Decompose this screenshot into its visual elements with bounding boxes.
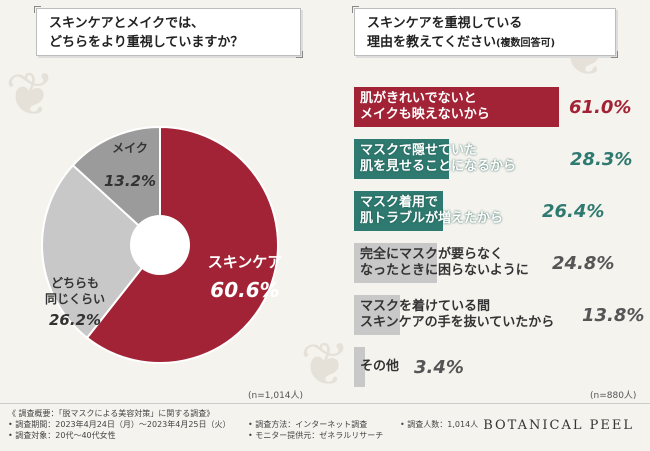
pie-slice-label: どちらも: [51, 276, 99, 290]
bar-value-5: 3.4%: [414, 356, 464, 378]
title-corner-decoration: [611, 51, 618, 58]
right-title-line2: 理由を教えてください: [367, 35, 496, 50]
survey-target: • 調査対象：20代〜40代女性: [8, 431, 116, 440]
right-chart-title: スキンケアを重視している 理由を教えてください(複数回答可): [352, 6, 618, 58]
bar-value-3: 24.8%: [552, 252, 615, 274]
brand-logo: BOTANICAL PEEL: [483, 418, 634, 433]
pie-slice-label: スキンケア: [208, 253, 283, 271]
right-title-line1: スキンケアを重視している: [367, 16, 523, 31]
bar-label-4: マスクを着けている間 スキンケアの手を抜いていたから: [360, 299, 555, 330]
title-corner-decoration: [352, 6, 359, 13]
bar-value-4: 13.8%: [582, 304, 645, 326]
bar-label-3: 完全にマスクが要らなく なったときに困らないように: [360, 247, 529, 278]
left-sample-size: (n=1,014人): [248, 391, 304, 401]
left-title-line1: スキンケアとメイクでは、: [49, 16, 205, 31]
bar-label-5: その他: [360, 359, 400, 374]
bar-label-2: マスク着用で 肌トラブルが増えたから: [360, 195, 504, 226]
survey-provider: • モニター提供元：ゼネラルリサーチ: [248, 431, 384, 440]
bar-2: [354, 191, 443, 231]
pie-slice-value: 60.6%: [210, 278, 279, 302]
left-title-line2: どちらをより重視していますか？: [49, 35, 244, 50]
bar-1: [354, 139, 449, 179]
bar-3: [354, 243, 437, 283]
bar-label-0: 肌がきれいでないと メイクも映えないから: [360, 91, 490, 122]
title-corner-decoration: [296, 51, 303, 58]
pie-slice-label: 同じくらい: [45, 292, 105, 306]
left-chart-title: スキンケアとメイクでは、 どちらをより重視していますか？: [34, 6, 303, 58]
bar-value-1: 28.3%: [570, 148, 633, 170]
bar-5: [354, 347, 365, 387]
pie-slice-value: 26.2%: [49, 311, 101, 329]
right-sample-size: (n=880人): [590, 391, 637, 401]
leaf-decoration-icon: ❦: [5, 60, 56, 130]
pie-slice-value: 13.2%: [104, 172, 156, 190]
leaf-decoration-icon: ❦: [300, 330, 351, 400]
bar-0: [354, 87, 559, 127]
title-corner-decoration: [34, 6, 41, 13]
survey-overview: 《 調査概要：「脱マスクによる美容対策」に関する調査》: [8, 409, 215, 418]
survey-footer: 《 調査概要：「脱マスクによる美容対策」に関する調査》 • 調査期間：2023年…: [0, 403, 650, 451]
pie-slice-1: [41, 163, 162, 340]
bar-value-2: 26.4%: [542, 200, 605, 222]
bar-value-0: 61.0%: [569, 96, 632, 118]
pie-slice-label: メイク: [112, 141, 148, 155]
pie-slice-2: [71, 125, 161, 248]
bar-label-1: マスクで隠せていた 肌を見せることになるから: [360, 143, 517, 174]
survey-period: • 調査期間：2023年4月24日（月）〜2023年4月25日（火）: [8, 420, 231, 429]
bar-4: [354, 295, 400, 335]
right-title-subnote: (複数回答可): [495, 38, 556, 49]
survey-count: • 調査人数：1,014人: [400, 420, 479, 429]
pie-center-hole: [130, 215, 190, 275]
survey-method: • 調査方法：インターネット調査: [248, 420, 368, 429]
